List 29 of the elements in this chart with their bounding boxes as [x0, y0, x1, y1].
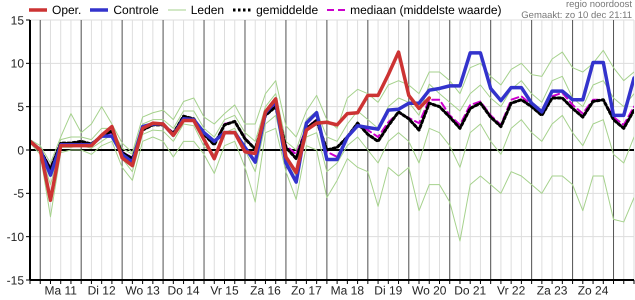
x-tick-label: Ma 11: [44, 284, 78, 298]
legend-label: Oper.: [52, 3, 82, 17]
x-tick-label: Vr 15: [210, 284, 239, 298]
line-series: [30, 50, 432, 202]
y-tick-label: 0: [17, 143, 24, 158]
y-tick-label: -5: [13, 186, 24, 201]
y-tick-label: 15: [10, 13, 24, 28]
x-tick-label: Zo 24: [578, 284, 609, 298]
x-tick-label: Za 23: [536, 284, 568, 298]
x-tick-label: Vr 22: [497, 284, 526, 298]
x-tick-label: Wo 20: [412, 284, 447, 298]
legend-label: Leden: [190, 3, 224, 17]
annotation: Gemaakt: zo 10 dec 21:11: [521, 10, 632, 21]
x-tick-label: Za 16: [250, 284, 282, 298]
x-tick-label: Ma 18: [330, 284, 364, 298]
y-tick-label: 5: [17, 100, 24, 114]
x-tick-label: Di 12: [88, 284, 116, 298]
x-tick-label: Di 19: [374, 284, 403, 298]
y-tick-label: -15: [6, 273, 24, 288]
text: regio noordoost: [564, 0, 632, 10]
legend-label: Controle: [113, 3, 159, 17]
y-tick-label: 10: [10, 56, 24, 71]
x-tick-label: Do 21: [454, 284, 487, 298]
x-tick-label: Zo 17: [291, 284, 322, 298]
legend-label: gemiddelde: [256, 3, 318, 17]
y-tick-label: -10: [6, 230, 24, 244]
x-tick-label: Wo 13: [125, 284, 160, 298]
x-tick-label: Do 14: [168, 284, 200, 298]
legend-label: mediaan (middelste waarde): [350, 3, 502, 17]
